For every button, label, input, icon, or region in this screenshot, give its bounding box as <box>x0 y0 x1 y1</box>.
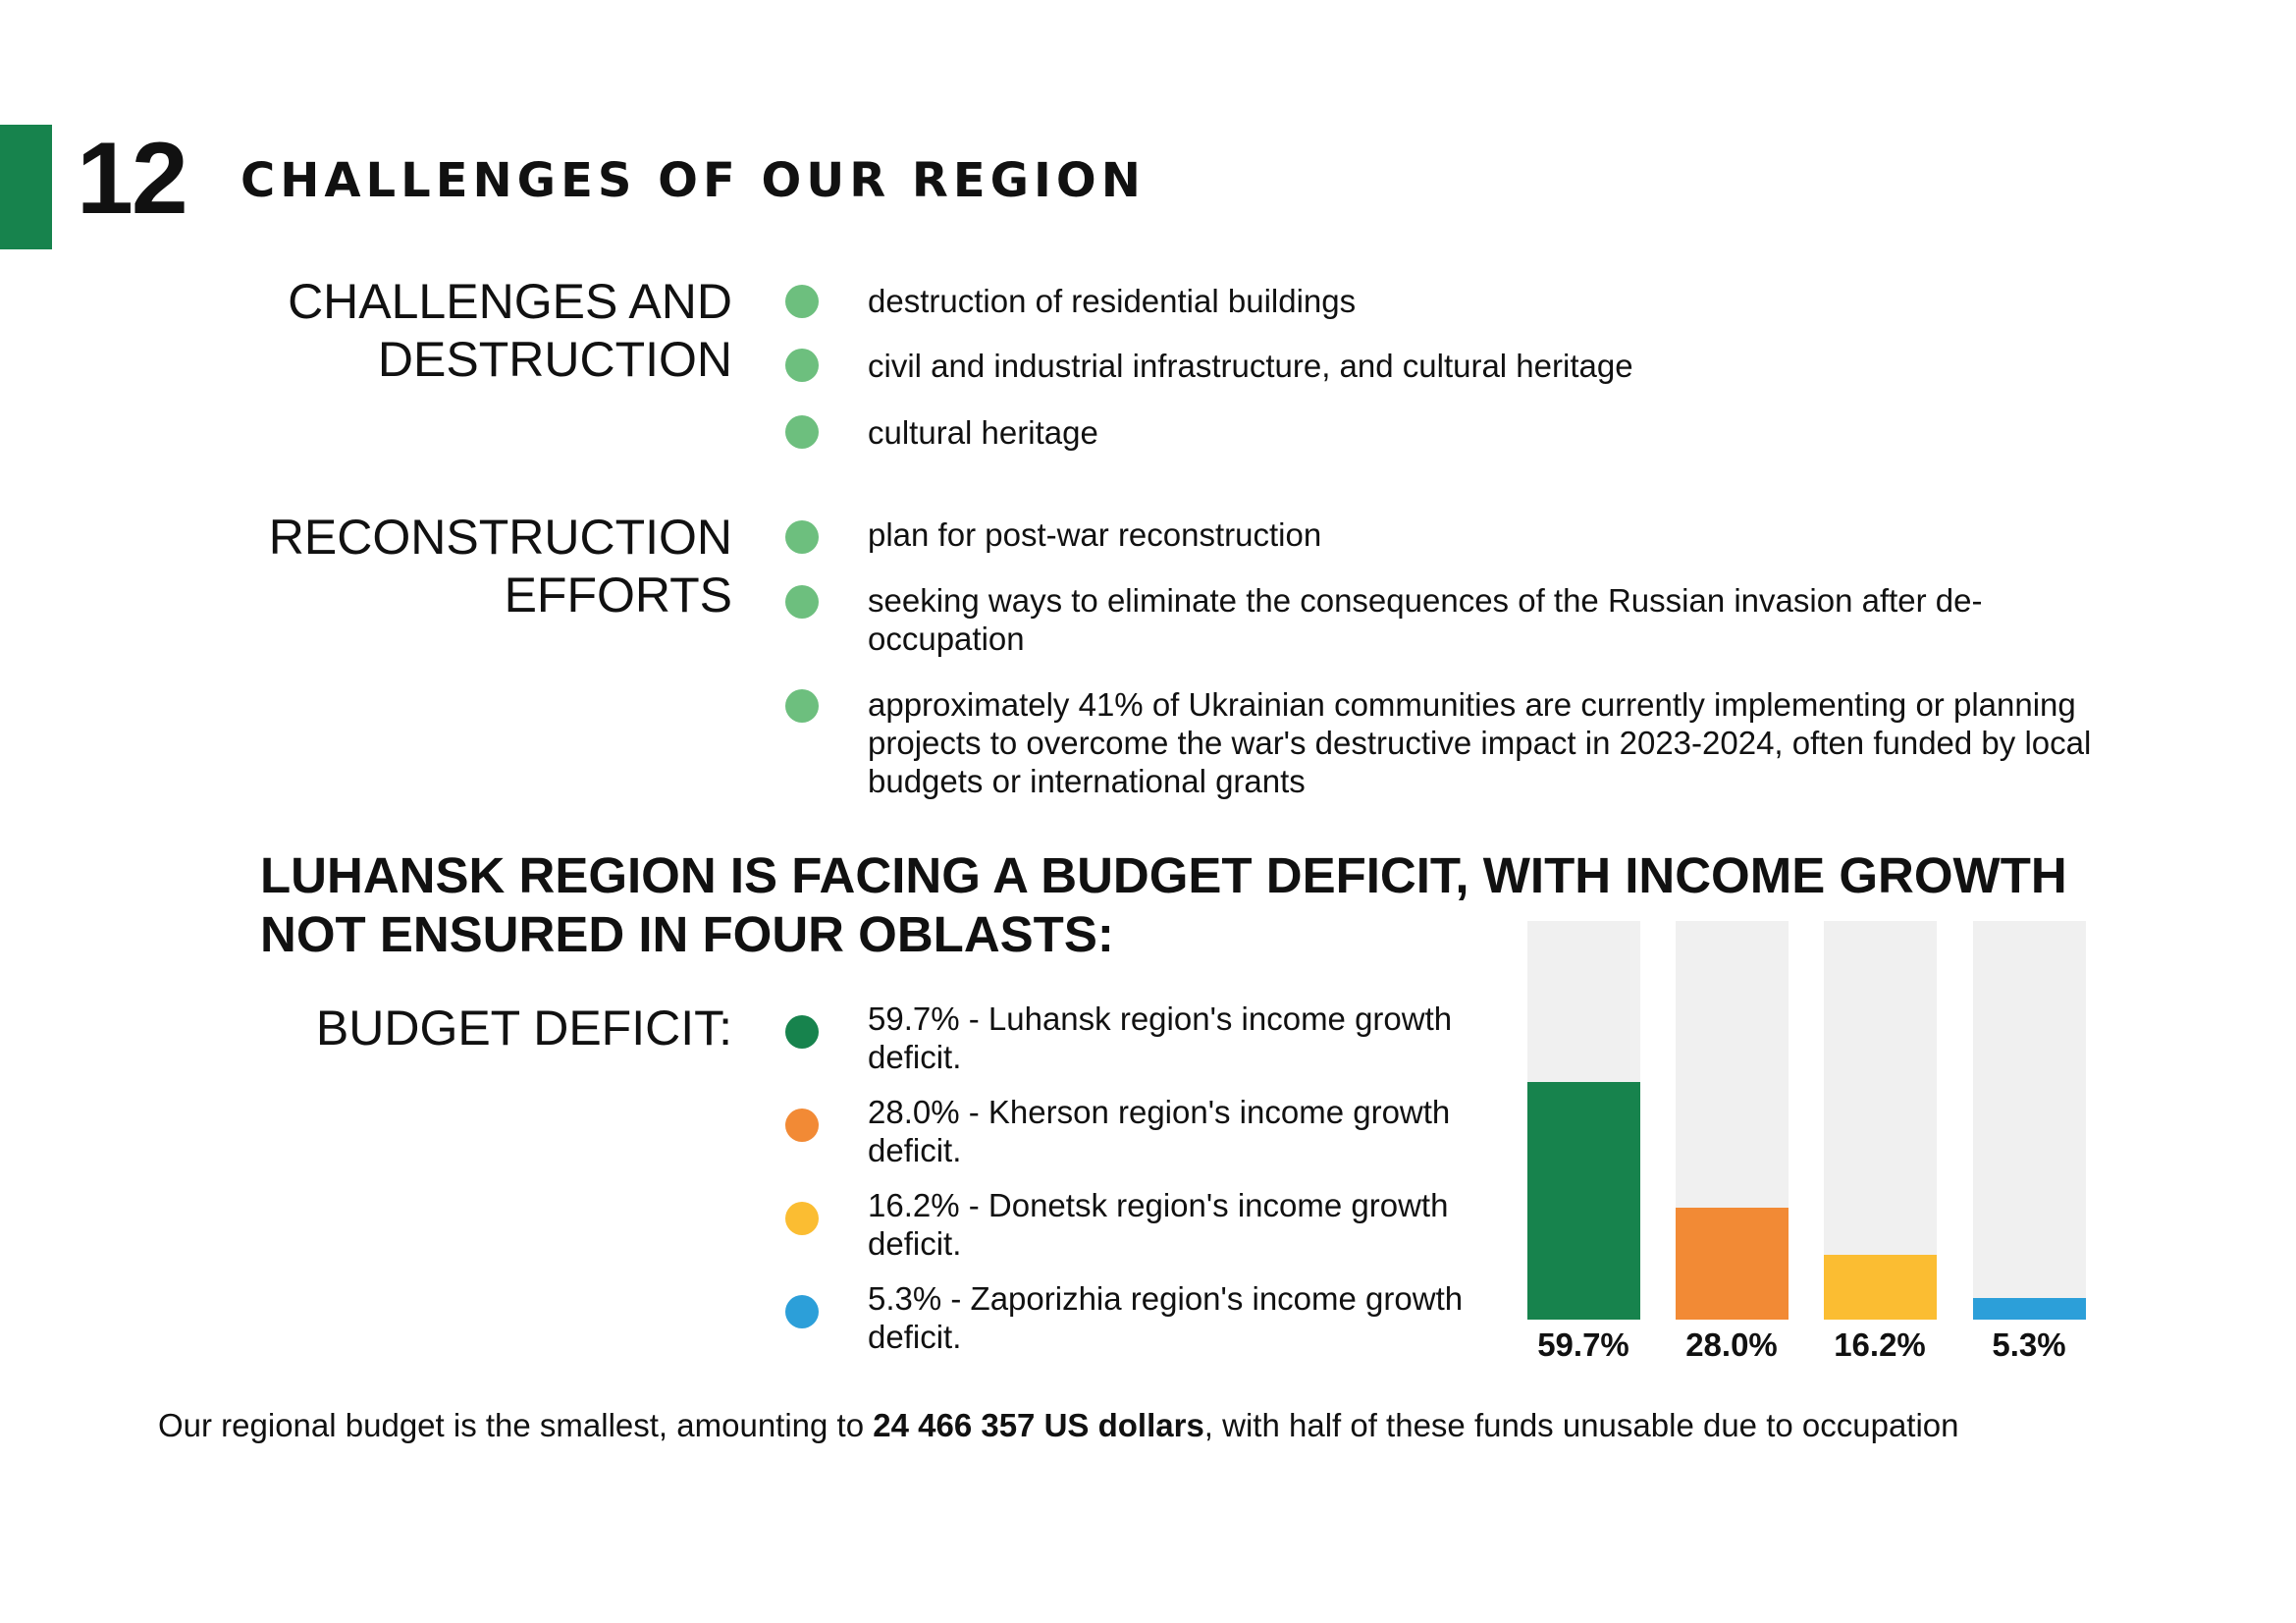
bar-track-kherson <box>1676 921 1789 1320</box>
challenge-item: cultural heritage <box>868 414 1098 451</box>
bullet-dot <box>785 520 819 554</box>
challenges-label: CHALLENGES AND DESTRUCTION <box>288 273 732 389</box>
footer-text-before: Our regional budget is the smallest, amo… <box>158 1407 874 1443</box>
bar-track-luhansk <box>1527 921 1640 1320</box>
reconstruction-item: seeking ways to eliminate the consequenc… <box>868 582 1983 657</box>
challenge-item: civil and industrial infrastructure, and… <box>868 348 1633 384</box>
legend-item-zaporizhia: 5.3% - Zaporizhia region's income growth… <box>868 1280 1464 1355</box>
page-number: 12 <box>77 122 188 236</box>
bullet-dot <box>785 415 819 449</box>
reconstruction-label-line1: RECONSTRUCTION <box>268 510 732 565</box>
bullet-dot <box>785 285 819 318</box>
reconstruction-item: approximately 41% of Ukrainian communiti… <box>868 686 2092 799</box>
footer-budget-amount: 24 466 357 US dollars <box>873 1407 1204 1443</box>
legend-item-luhansk: 59.7% - Luhansk region's income growth d… <box>868 1001 1453 1075</box>
bar-value-label-luhansk: 59.7% <box>1537 1326 1629 1363</box>
budget-footer-note: Our regional budget is the smallest, amo… <box>158 1406 1959 1445</box>
bullet-dot <box>785 585 819 619</box>
bullet-dot <box>785 689 819 723</box>
challenges-label-line1: CHALLENGES AND <box>288 274 732 329</box>
legend-item-donetsk: 16.2% - Donetsk region's income growth d… <box>868 1187 1449 1262</box>
budget-headline-line1: LUHANSK REGION IS FACING A BUDGET DEFICI… <box>260 847 2067 903</box>
legend-dot-zaporizhia <box>785 1295 819 1328</box>
page-title: CHALLENGES OF OUR REGION <box>240 153 1146 208</box>
legend-dot-luhansk <box>785 1015 819 1049</box>
budget-headline: LUHANSK REGION IS FACING A BUDGET DEFICI… <box>260 846 2067 964</box>
footer-text-after: , with half of these funds unusable due … <box>1203 1407 1959 1443</box>
reconstruction-item: plan for post-war reconstruction <box>868 516 1322 553</box>
challenge-item: destruction of residential buildings <box>868 283 1357 319</box>
bar-value-label-donetsk: 16.2% <box>1834 1326 1926 1363</box>
budget-headline-line2: NOT ENSURED IN FOUR OBLASTS: <box>260 906 1114 962</box>
challenges-label-line2: DESTRUCTION <box>377 332 732 387</box>
accent-bar <box>0 125 52 249</box>
bar-donetsk <box>1824 1255 1937 1320</box>
bar-kherson <box>1676 1208 1789 1320</box>
budget-deficit-label: BUDGET DEFICIT: <box>315 1001 732 1055</box>
reconstruction-label: RECONSTRUCTION EFFORTS <box>269 509 732 624</box>
bar-zaporizhia <box>1973 1298 2086 1320</box>
legend-dot-kherson <box>785 1109 819 1142</box>
bullet-dot <box>785 349 819 382</box>
bar-track-zaporizhia <box>1973 921 2086 1320</box>
reconstruction-label-line2: EFFORTS <box>504 568 732 622</box>
bar-value-label-zaporizhia: 5.3% <box>1992 1326 2066 1363</box>
bar-value-label-kherson: 28.0% <box>1685 1326 1778 1363</box>
bar-luhansk <box>1527 1082 1640 1320</box>
legend-dot-donetsk <box>785 1202 819 1235</box>
bar-track-donetsk <box>1824 921 1937 1320</box>
legend-item-kherson: 28.0% - Kherson region's income growth d… <box>868 1094 1451 1168</box>
